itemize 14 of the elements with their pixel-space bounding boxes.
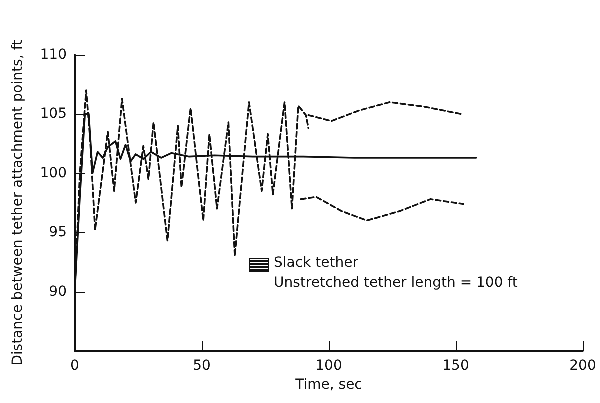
x-tick-label: 0: [70, 358, 80, 374]
x-tick-label: 100: [316, 358, 342, 374]
y-axis-title: Distance between tether attachment points, ft: [10, 40, 26, 366]
x-tick-label: 200: [570, 358, 596, 374]
y-tick-label: 100: [40, 165, 67, 182]
annotation: Slack tether: [274, 255, 359, 271]
y-tick-label: 95: [49, 224, 67, 241]
annotation: Unstretched tether length = 100 ft: [274, 275, 518, 291]
y-tick-label: 90: [49, 284, 67, 300]
x-tick-label: 150: [442, 358, 470, 374]
y-tick-label: 105: [40, 106, 67, 122]
x-tick-label: 50: [193, 358, 211, 374]
x-axis-title: Time, sec: [294, 376, 362, 393]
y-tick-label: 110: [40, 47, 67, 63]
